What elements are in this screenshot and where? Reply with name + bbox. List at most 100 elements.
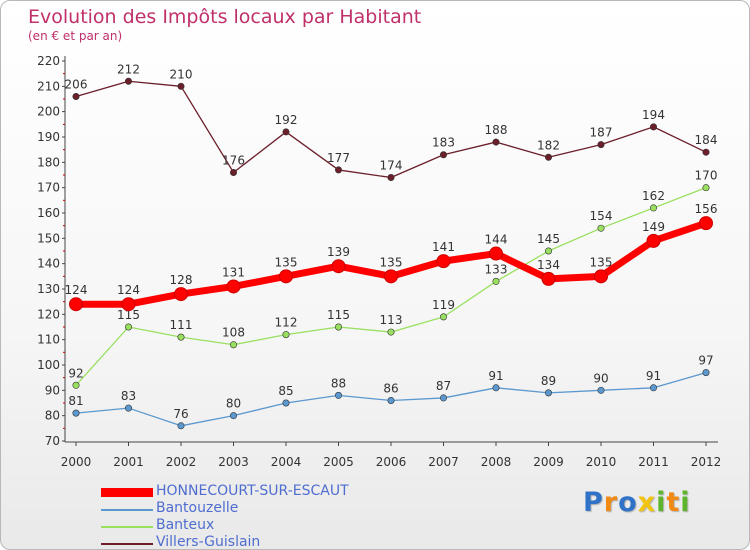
data-point — [597, 224, 605, 232]
data-point — [439, 151, 447, 159]
data-point — [646, 233, 661, 248]
data-label: 177 — [327, 151, 350, 165]
data-point — [597, 141, 605, 149]
data-label: 86 — [383, 381, 398, 395]
x-tick-label: 2008 — [481, 455, 512, 469]
logo-letter: r — [603, 487, 619, 518]
y-tick-label: 110 — [37, 333, 60, 347]
data-point — [121, 297, 136, 312]
data-label: 162 — [642, 189, 665, 203]
data-point — [544, 153, 552, 161]
data-label: 76 — [173, 407, 188, 421]
data-label: 108 — [222, 326, 245, 340]
data-point — [541, 271, 556, 286]
data-point — [72, 92, 80, 100]
data-label: 149 — [642, 220, 665, 234]
data-point — [649, 384, 657, 392]
x-tick-label: 2010 — [586, 455, 617, 469]
data-point — [439, 313, 447, 321]
y-tick-label: 130 — [37, 282, 60, 296]
data-label: 87 — [436, 379, 451, 393]
data-label: 91 — [488, 369, 503, 383]
data-label: 135 — [380, 255, 403, 269]
x-tick-label: 2003 — [218, 455, 249, 469]
legend-item-honnecourt: HONNECOURT-SUR-ESCAUT — [101, 483, 421, 501]
data-point — [594, 269, 608, 284]
data-point — [334, 166, 342, 174]
data-point — [387, 174, 395, 182]
data-point — [174, 287, 188, 302]
legend-label-honnecourt: HONNECOURT-SUR-ESCAUT — [156, 483, 349, 499]
data-label: 170 — [695, 169, 718, 183]
data-point — [649, 204, 657, 212]
data-point — [492, 384, 500, 392]
x-tick-label: 2001 — [113, 455, 144, 469]
data-point — [544, 389, 552, 397]
data-label: 206 — [65, 77, 88, 91]
data-point — [489, 246, 503, 261]
logo-letter: x — [637, 487, 657, 518]
x-tick-label: 2012 — [691, 455, 722, 469]
data-point — [387, 396, 395, 404]
data-label: 131 — [222, 265, 245, 279]
proxiti-logo: Proxiti — [583, 487, 691, 518]
y-tick-label: 70 — [45, 434, 60, 448]
data-point — [177, 422, 185, 430]
data-label: 210 — [170, 67, 193, 81]
data-point — [702, 184, 710, 192]
data-label: 135 — [590, 255, 613, 269]
data-label: 89 — [541, 374, 556, 388]
data-label: 119 — [432, 298, 455, 312]
data-point — [69, 297, 83, 312]
logo-letter: o — [618, 487, 638, 518]
data-label: 90 — [593, 371, 608, 385]
data-label: 124 — [117, 283, 140, 297]
x-tick-label: 2007 — [428, 455, 459, 469]
y-tick-label: 90 — [45, 383, 60, 397]
data-point — [230, 412, 238, 420]
data-label: 113 — [380, 313, 403, 327]
data-point — [230, 341, 238, 349]
data-label: 183 — [432, 136, 455, 150]
data-point — [492, 277, 500, 285]
data-point — [334, 391, 342, 399]
data-label: 112 — [275, 316, 298, 330]
y-tick-label: 150 — [37, 231, 60, 245]
data-label: 154 — [590, 209, 613, 223]
y-tick-label: 210 — [37, 79, 60, 93]
data-label: 141 — [432, 240, 455, 254]
data-point — [177, 82, 185, 90]
y-tick-label: 100 — [37, 358, 60, 372]
data-label: 176 — [222, 153, 245, 167]
x-tick-label: 2011 — [638, 455, 669, 469]
y-tick-label: 170 — [37, 181, 60, 195]
data-point — [544, 247, 552, 255]
data-label: 135 — [275, 255, 298, 269]
logo-letter: t — [666, 487, 681, 518]
data-point — [177, 333, 185, 341]
x-tick-label: 2002 — [166, 455, 197, 469]
logo-letter: P — [583, 487, 604, 518]
x-tick-label: 2006 — [376, 455, 407, 469]
data-label: 111 — [170, 318, 193, 332]
y-tick-label: 160 — [37, 206, 60, 220]
data-label: 81 — [68, 394, 83, 408]
legend-item-bantouzelle: Bantouzelle — [101, 500, 421, 518]
data-label: 115 — [327, 308, 350, 322]
x-tick-label: 2004 — [271, 455, 302, 469]
legend-swatch-bantouzelle — [101, 509, 153, 511]
data-label: 92 — [68, 366, 83, 380]
data-point — [702, 148, 710, 156]
data-label: 91 — [646, 369, 661, 383]
legend-label-banteux: Banteux — [156, 517, 215, 533]
data-label: 115 — [117, 308, 140, 322]
y-tick-label: 220 — [37, 54, 60, 68]
data-label: 133 — [485, 262, 508, 276]
data-label: 97 — [698, 354, 713, 368]
data-point — [125, 77, 133, 85]
legend-label-villers-guislain: Villers-Guislain — [156, 534, 261, 550]
logo-letter: i — [680, 487, 691, 518]
data-label: 184 — [695, 133, 718, 147]
y-tick-label: 120 — [37, 307, 60, 321]
